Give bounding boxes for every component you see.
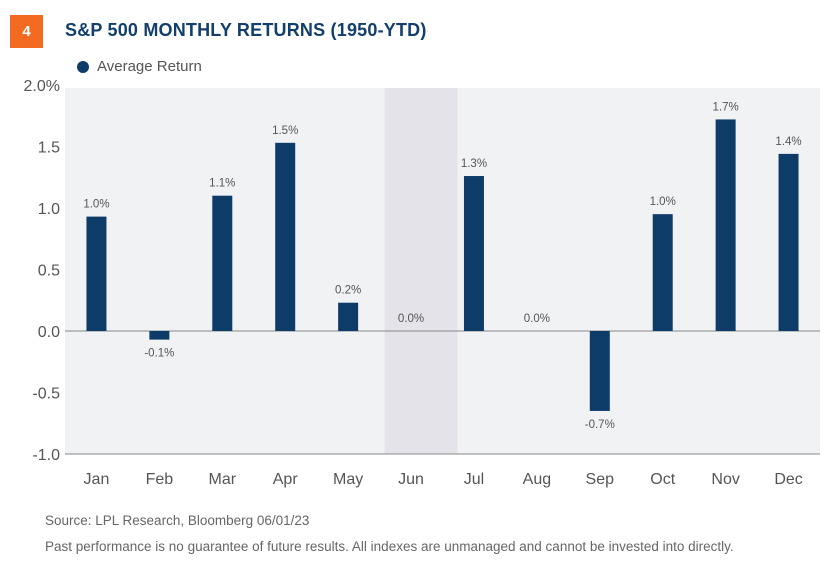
disclaimer: Past performance is no guarantee of futu… [45,539,734,554]
highlight-band [384,88,458,454]
data-label: 1.0% [650,196,676,208]
chart-title: S&P 500 MONTHLY RETURNS (1950-YTD) [65,20,427,40]
bar-dec [778,153,799,331]
y-tick-label: 0.0 [38,324,60,341]
x-tick-label: Dec [774,471,802,488]
y-tick-label: -0.5 [32,386,60,403]
bar-may [338,302,359,331]
x-tick-label: Nov [711,471,739,488]
y-tick-label: 1.5 [38,140,60,157]
bar-jan [86,216,107,331]
x-tick-label: Aug [523,471,551,488]
data-label: 1.0% [83,199,109,211]
legend-dot-icon [77,60,89,73]
x-tick-label: May [333,471,363,488]
y-tick-label: 1.0 [38,201,60,218]
data-label: 0.0% [398,313,424,325]
x-tick-label: Oct [650,471,675,488]
source-note: Source: LPL Research, Bloomberg 06/01/23 [45,513,310,528]
bar-jul [463,176,484,331]
bar-apr [275,142,296,331]
legend: Average Return [77,58,202,75]
y-tick-label: -1.0 [32,447,60,464]
x-tick-label: Apr [273,471,299,488]
y-tick-label: 0.5 [38,263,60,280]
chart-number-badge: 4 [10,15,43,48]
x-tick-label: Mar [209,471,237,488]
bar-feb [149,331,170,340]
data-label: 1.7% [713,101,739,113]
data-label: 1.3% [461,158,487,170]
bar-sep [589,331,610,411]
x-tick-label: Sep [586,471,615,488]
y-tick-label: 2.0% [24,78,60,95]
bar-chart: 2.0% 1.5 1.0 0.5 0.0 -0.5 -1.0 1.0% Jan -0.1% Feb 1… [24,78,820,488]
x-tick-label: Jun [398,471,424,488]
data-label: 1.1% [209,178,235,190]
data-label: 1.5% [272,125,298,137]
legend-label: Average Return [97,58,202,75]
data-label: -0.7% [585,419,615,431]
data-label: 1.4% [775,136,801,148]
data-label: 0.2% [335,285,361,297]
data-label: 0.0% [524,313,550,325]
x-tick-label: Jan [84,471,110,488]
x-tick-label: Feb [146,471,174,488]
data-label: -0.1% [144,348,174,360]
x-tick-label: Jul [464,471,484,488]
bar-mar [212,195,233,331]
bar-oct [652,214,673,331]
bar-nov [715,119,736,331]
